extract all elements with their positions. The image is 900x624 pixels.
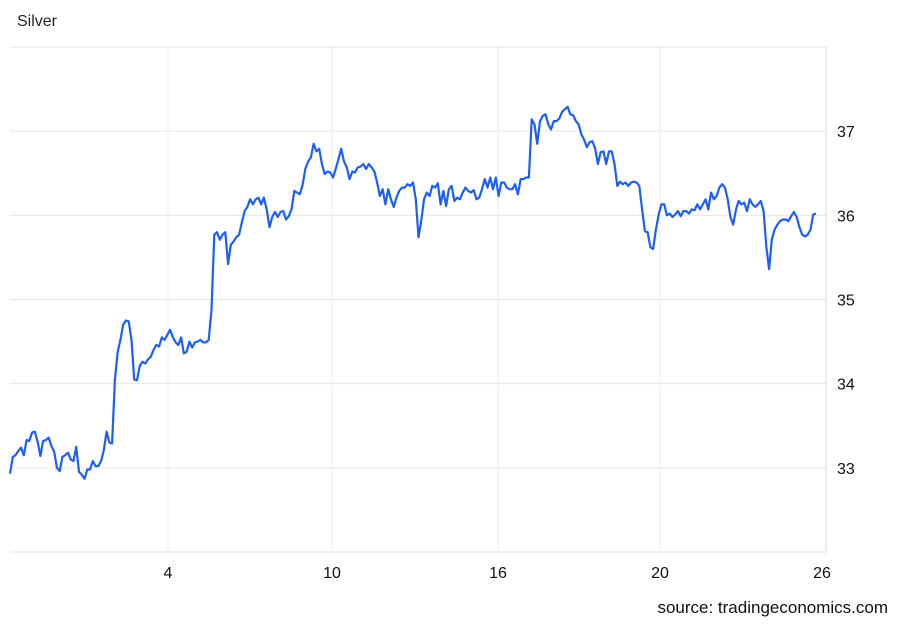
- y-tick-label: 36: [837, 208, 855, 225]
- x-tick-label: 4: [164, 565, 173, 582]
- y-tick-label: 33: [837, 461, 855, 478]
- x-tick-label: 20: [651, 565, 669, 582]
- source-label: source: tradingeconomics.com: [657, 598, 888, 617]
- x-tick-label: 26: [813, 565, 831, 582]
- x-tick-label: 16: [489, 565, 507, 582]
- x-tick-label: 10: [323, 565, 341, 582]
- chart-title: Silver: [17, 13, 58, 30]
- y-tick-label: 37: [837, 124, 855, 141]
- y-tick-label: 35: [837, 293, 855, 310]
- y-tick-label: 34: [837, 377, 855, 394]
- series-line: [8, 105, 817, 480]
